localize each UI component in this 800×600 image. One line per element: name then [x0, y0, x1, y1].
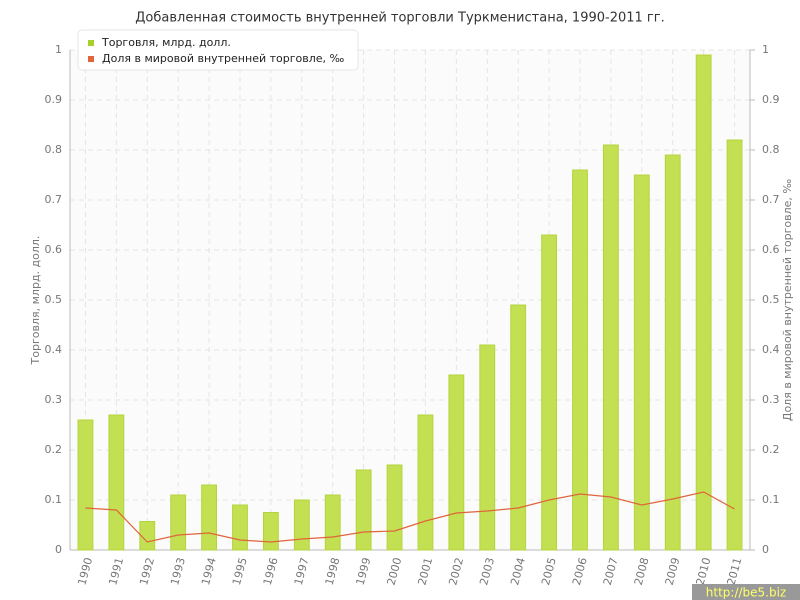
bar	[664, 154, 681, 551]
x-tick-label: 2000	[385, 556, 405, 586]
x-tick-label: 1995	[230, 556, 250, 586]
y-tick-label: 0	[55, 543, 62, 556]
x-tick-label: 2008	[632, 556, 652, 586]
bar	[633, 174, 650, 551]
x-tick-label: 2005	[539, 556, 559, 586]
legend-swatch	[88, 40, 94, 46]
y2-axis-title: Доля в мировой внутренней торговле, ‰	[781, 179, 794, 422]
y2-tick-label: 0.6	[762, 243, 780, 256]
x-tick-label: 1996	[261, 556, 281, 586]
y2-tick-label: 0.7	[762, 193, 780, 206]
bar	[293, 499, 310, 551]
y2-tick-label: 0.2	[762, 443, 780, 456]
x-tick-label: 2002	[446, 556, 466, 586]
bar	[139, 521, 156, 551]
line	[85, 491, 735, 543]
y-tick-label: 0.6	[45, 243, 63, 256]
x-tick-label: 2010	[694, 556, 714, 586]
y-axis-title: Торговля, млрд. долл.	[29, 236, 42, 366]
chart-title: Добавленная стоимость внутренней торговл…	[135, 11, 664, 26]
legend-label: Торговля, млрд. долл.	[101, 36, 231, 49]
x-tick-label: 1997	[292, 556, 312, 586]
legend-box	[77, 29, 359, 71]
x-tick-label: 2004	[508, 556, 528, 586]
bar	[232, 504, 248, 551]
bar	[572, 169, 588, 551]
x-tick-label: 1998	[323, 556, 343, 586]
bar	[417, 414, 434, 551]
bar	[170, 494, 187, 551]
watermark: http://be5.biz	[706, 586, 786, 600]
legend: Торговля, млрд. долл. Доля в мировой внут…	[77, 29, 359, 71]
y-tick-label: 0.2	[45, 443, 63, 456]
bar	[386, 464, 403, 551]
x-tick-label: 2006	[570, 556, 590, 586]
bar	[510, 304, 527, 551]
x-tick-label: 1991	[106, 556, 126, 586]
y-tick-label: 0.4	[45, 343, 63, 356]
bar	[726, 139, 743, 551]
y-tick-label: 0.9	[45, 93, 63, 106]
bar	[479, 344, 496, 551]
bar	[602, 144, 619, 551]
y2-tick-label: 0.1	[762, 493, 780, 506]
y2-tick-label: 1	[762, 43, 769, 56]
x-tick-label: 2001	[415, 556, 435, 586]
bar	[108, 414, 125, 551]
x-tick-label: 2009	[663, 556, 683, 586]
bar	[262, 512, 279, 551]
y-tick-label: 0.5	[45, 293, 63, 306]
x-tick-label: 2007	[601, 556, 621, 586]
bar	[324, 494, 341, 551]
y-tick-label: 0.8	[45, 143, 63, 156]
marks	[77, 54, 743, 551]
bar	[77, 419, 94, 551]
x-tick-label: 1992	[137, 556, 157, 586]
y2-tick-label: 0.3	[762, 393, 780, 406]
bar	[541, 234, 558, 551]
x-tick-label: 1999	[354, 556, 374, 586]
y2-tick-label: 0	[762, 543, 769, 556]
bar	[448, 374, 465, 551]
y-tick-label: 0.1	[45, 493, 63, 506]
bar	[355, 469, 372, 551]
legend-swatch	[88, 56, 94, 62]
y-tick-label: 1	[55, 43, 62, 56]
bar	[695, 54, 712, 551]
legend-label: Доля в мировой внутренней торговле, ‰	[102, 52, 345, 65]
bar	[201, 484, 218, 551]
y2-tick-label: 0.9	[762, 93, 780, 106]
y2-tick-label: 0.8	[762, 143, 780, 156]
x-tick-label: 1994	[199, 556, 219, 586]
y-tick-label: 0.7	[45, 193, 63, 206]
y-tick-label: 0.3	[45, 393, 63, 406]
watermark-bg	[692, 584, 800, 600]
x-tick-label: 2003	[477, 556, 497, 586]
y2-tick-label: 0.4	[762, 343, 780, 356]
x-tick-label: 2011	[725, 556, 745, 586]
x-tick-label: 1993	[168, 556, 188, 586]
x-tick-label: 1990	[75, 556, 95, 586]
y2-tick-label: 0.5	[762, 293, 780, 306]
